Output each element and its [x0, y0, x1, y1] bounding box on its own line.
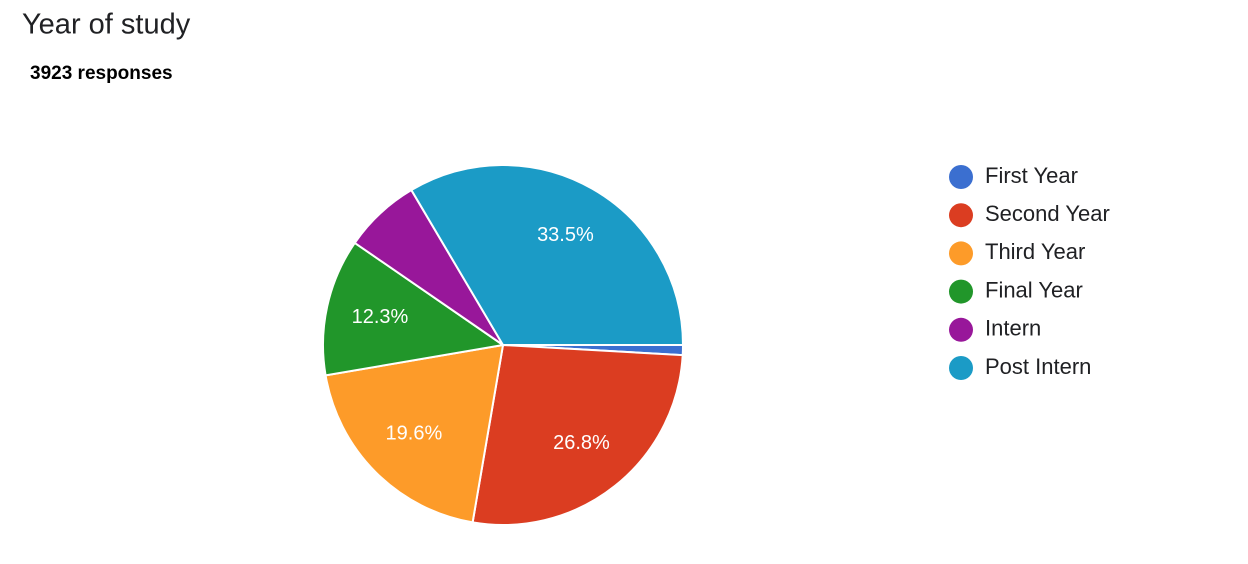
legend-marker [949, 317, 973, 342]
chart-title: Year of study [22, 9, 191, 41]
legend-label: First Year [985, 163, 1078, 188]
legend-marker [949, 356, 973, 380]
pie-slice [324, 343, 505, 524]
pie-slice [471, 343, 684, 526]
legend-marker [949, 279, 973, 304]
legend-label: Third Year [985, 239, 1085, 264]
legend-label: Final Year [985, 277, 1083, 302]
data-label: 33.5% [537, 224, 594, 246]
pie-slice [322, 241, 506, 377]
legend-label: Second Year [985, 201, 1110, 226]
pie-slice [410, 164, 685, 346]
legend-marker [949, 165, 973, 189]
legend-label: Intern [985, 316, 1041, 341]
legend-label: Post Intern [985, 354, 1091, 379]
data-label: 26.8% [553, 432, 610, 454]
legend-marker [949, 203, 973, 228]
chart-subtitle: 3923 responses [30, 63, 173, 84]
legend-marker [949, 241, 973, 266]
data-label: 12.3% [352, 306, 409, 328]
data-label: 19.6% [386, 422, 443, 444]
